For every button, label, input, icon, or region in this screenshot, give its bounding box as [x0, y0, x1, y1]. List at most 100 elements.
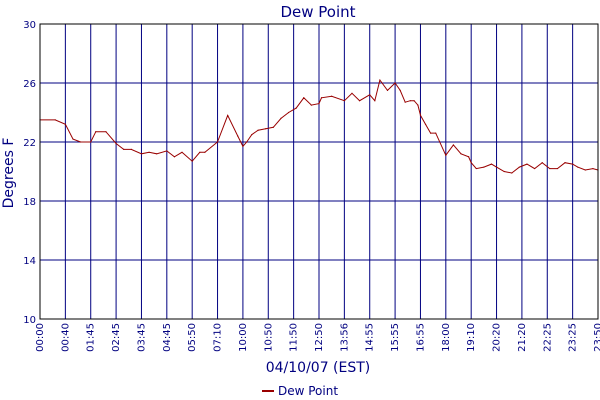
data-point — [417, 104, 419, 106]
x-tick-label: 13:56 — [339, 323, 350, 352]
legend-label-dew-point: Dew Point — [278, 384, 338, 398]
data-point — [280, 117, 282, 119]
data-point — [272, 126, 274, 128]
data-point — [237, 135, 239, 137]
data-point — [191, 160, 193, 162]
data-point — [130, 148, 132, 150]
data-point — [156, 153, 158, 155]
data-point — [386, 89, 389, 91]
data-point — [424, 123, 427, 125]
y-tick-label: 30 — [23, 20, 36, 31]
data-point — [495, 166, 498, 168]
x-tick-label: 00:00 — [35, 323, 46, 352]
x-tick-label: 15:55 — [390, 323, 401, 352]
data-point — [483, 166, 485, 168]
data-point — [166, 150, 168, 152]
x-tick-label: 14:55 — [365, 323, 376, 352]
data-point — [227, 114, 229, 117]
data-point — [452, 144, 455, 146]
data-point — [216, 141, 219, 143]
x-tick-label: 20:20 — [492, 323, 503, 352]
x-axis-label: 04/10/07 (EST) — [266, 360, 371, 376]
data-point — [242, 145, 244, 148]
gridlines — [39, 23, 599, 320]
plot-frame — [39, 23, 599, 320]
data-point — [287, 111, 290, 114]
data-point — [379, 79, 381, 81]
x-tick-label: 12:50 — [314, 323, 325, 352]
data-point — [246, 141, 248, 143]
data-point — [199, 151, 201, 153]
data-point — [105, 131, 107, 133]
data-point — [526, 163, 528, 165]
data-point — [204, 151, 206, 153]
data-point — [490, 163, 493, 165]
x-tick-label: 10:00 — [238, 323, 249, 352]
data-point — [413, 100, 415, 102]
data-point — [148, 151, 150, 153]
x-tick-label: 10:50 — [263, 323, 274, 352]
x-tick-label: 02:45 — [111, 323, 122, 352]
data-point — [181, 151, 183, 153]
x-tick-label: 04:45 — [162, 323, 173, 352]
data-point — [592, 167, 594, 170]
data-point — [173, 156, 176, 158]
y-tick-label: 26 — [23, 79, 36, 90]
x-tick-label: 19:10 — [466, 323, 477, 352]
data-point — [577, 166, 579, 168]
data-point — [64, 123, 66, 125]
data-point — [533, 167, 536, 170]
data-point — [445, 154, 447, 156]
y-tick-label: 10 — [23, 315, 36, 326]
x-tick-label: 16:55 — [415, 323, 426, 352]
data-point — [374, 100, 376, 102]
data-point — [54, 119, 56, 121]
x-tick-label: 00:40 — [60, 323, 71, 352]
data-point — [265, 128, 267, 130]
data-point — [369, 94, 371, 96]
data-point — [468, 156, 470, 158]
data-point — [303, 97, 305, 99]
data-point — [470, 162, 472, 164]
data-point — [318, 103, 320, 105]
data-point — [95, 131, 97, 133]
data-point — [115, 142, 117, 145]
legend: Dew Point — [262, 384, 338, 398]
x-tick-label: 23:50 — [593, 323, 600, 352]
data-point — [251, 134, 253, 136]
data-point — [584, 169, 586, 171]
y-axis-label: Degrees F — [1, 138, 17, 209]
data-point — [72, 138, 74, 140]
data-point — [460, 153, 462, 155]
data-point — [430, 132, 432, 134]
data-point — [564, 162, 566, 164]
data-point — [419, 114, 422, 117]
data-point — [409, 100, 411, 102]
data-point — [503, 170, 505, 173]
x-tick-label: 21:20 — [517, 323, 528, 352]
data-point — [399, 89, 401, 91]
data-point — [549, 167, 551, 170]
x-tick-label: 18:00 — [441, 323, 452, 352]
data-point — [541, 162, 543, 164]
data-point — [123, 148, 125, 150]
data-point — [90, 141, 92, 143]
x-tick-label: 05:50 — [187, 323, 198, 352]
tick-labels: 10 14 18 22 26 30 00:00 00:40 01:45 02:45 03:45 04:… — [23, 20, 600, 352]
data-point — [475, 167, 477, 170]
x-tick-label: 11:50 — [289, 323, 300, 352]
x-tick-label: 23:25 — [568, 323, 579, 352]
data-point — [404, 101, 406, 103]
data-point — [79, 141, 82, 143]
data-point — [140, 153, 143, 155]
data-point — [351, 92, 353, 94]
y-tick-label: 22 — [23, 138, 36, 149]
x-tick-label: 07:10 — [213, 323, 224, 352]
data-point — [320, 97, 323, 99]
data-point — [310, 104, 312, 106]
data-point — [435, 132, 437, 134]
data-point — [295, 107, 297, 109]
y-tick-label: 18 — [23, 197, 36, 208]
